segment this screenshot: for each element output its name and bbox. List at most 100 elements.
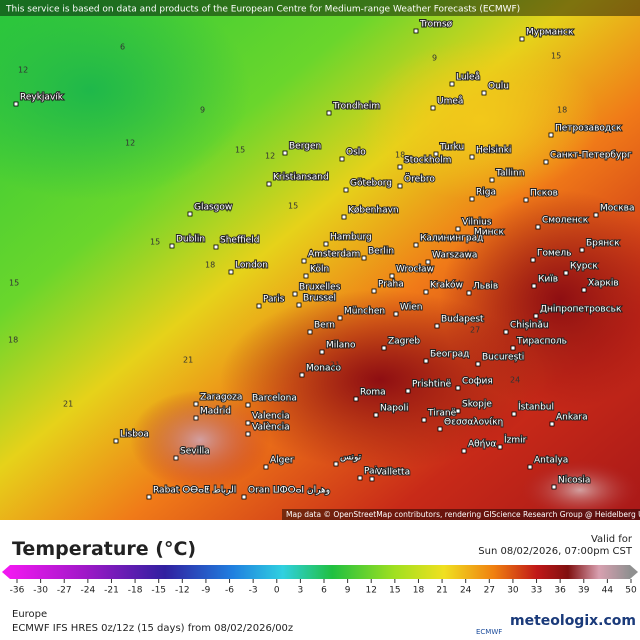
city-label: Bruxelles [299,283,341,293]
city-label: Львів [473,282,498,292]
city-label: Tallinn [495,169,524,179]
isotherm-label: 15 [9,279,19,288]
colorbar-tick-label: -21 [104,586,119,596]
colorbar-tick-label: -24 [80,586,95,596]
colorbar-tick-label: 12 [366,586,377,596]
isotherm-label: 9 [432,54,437,63]
city-label: Stockholm [404,156,451,166]
city-label: Тирасполь [516,337,567,347]
city-label: Brussel [303,294,336,304]
city-label: Antalya [534,456,568,466]
city-marker [455,385,461,391]
city-marker [397,164,403,170]
city-marker [263,464,269,470]
isotherm-label: 12 [265,152,275,161]
hot-area [220,290,540,470]
city-marker [241,494,247,500]
city-marker [551,484,557,490]
colorbar-tick-label: 6 [321,586,327,596]
city-marker [481,90,487,96]
city-marker [437,426,443,432]
city-label: Θεσσαλονίκη [444,418,503,428]
region: Europe [12,609,48,620]
cool-area [0,0,250,200]
city-label: Nicosia [558,476,590,486]
city-marker [531,283,537,289]
colorbar-tick-label: -30 [33,586,48,596]
colorbar-tick-label: 36 [554,586,566,596]
city-marker [323,241,329,247]
city-marker [341,214,347,220]
colorbar-tick-label: -18 [128,586,143,596]
colorbar-low-end [2,565,10,579]
city-label: Umeå [437,96,463,107]
colorbar-tick-label: 44 [602,586,614,596]
city-label: Oslo [346,148,366,158]
city-marker [299,372,305,378]
attribution: Map data © OpenStreetMap contributors, r… [286,510,640,519]
city-marker [455,226,461,232]
city-marker [397,183,403,189]
isotherm-label: 21 [183,356,193,365]
hot-area [130,390,270,490]
city-marker [245,402,251,408]
city-label: Wrocław [396,265,434,275]
city-label: Lisboa [120,430,149,440]
city-label: Харків [588,279,619,289]
city-label: Москва [600,204,634,214]
city-label: Ankara [556,413,588,423]
city-label: Zaragoza [200,393,242,403]
city-marker [245,420,251,426]
city-label: Valletta [376,468,410,478]
city-marker [455,408,461,414]
city-label: Palermo [364,467,401,477]
city-label: München [344,307,385,317]
city-marker [303,273,309,279]
colorbar-tick-label: 21 [436,586,447,596]
city-marker [543,159,549,165]
city-label: Wien [400,303,422,313]
city-marker [371,288,377,294]
city-marker [213,244,219,250]
city-label: София [462,377,493,387]
city-marker [430,105,436,111]
isotherm-label: 21 [63,400,73,409]
city-label: Berlin [368,247,394,257]
isotherm-label: 27 [470,326,480,335]
isotherm-label: 18 [205,261,215,270]
ecmwf-logo: ECMWF [476,628,503,636]
isotherm-label: 24 [510,376,520,385]
city-label: Roma [360,388,386,398]
colorbar-tick-label: -12 [175,586,190,596]
city-marker [433,151,439,157]
city-label: Oulu [488,82,509,92]
isotherm-label: 15 [288,202,298,211]
city-marker [434,323,440,329]
city-marker [530,257,536,263]
city-marker [113,438,119,444]
city-marker [326,110,332,116]
colorbar-tick-label: -27 [57,586,72,596]
city-label: London [235,261,268,271]
colorbar-high-end [630,565,638,579]
city-label: Vilnius [462,218,492,228]
brand: meteologix.com [510,613,636,629]
city-marker [173,455,179,461]
attribution-bar [282,509,640,520]
city-label: Prishtinë [412,380,452,390]
city-label: Rabat ⵔⴱⴰⵟ الرباط [153,486,236,496]
city-label: Sevilla [180,447,210,457]
isotherm-label: 15 [235,146,245,155]
isotherm-label: 15 [150,238,160,247]
city-label: Дніпропетровськ [540,305,622,315]
colorbar-tick-label: 39 [578,586,590,596]
city-marker [469,196,475,202]
city-label: Glasgow [194,203,232,213]
city-marker [449,81,455,87]
city-label: Barcelona [252,394,297,404]
valid-label: Valid for [590,534,632,545]
model-info: ECMWF IFS HRES 0z/12z (15 days) from 08/… [12,623,294,634]
city-label: Петрозаводск [555,124,622,134]
hot-area [520,460,640,520]
